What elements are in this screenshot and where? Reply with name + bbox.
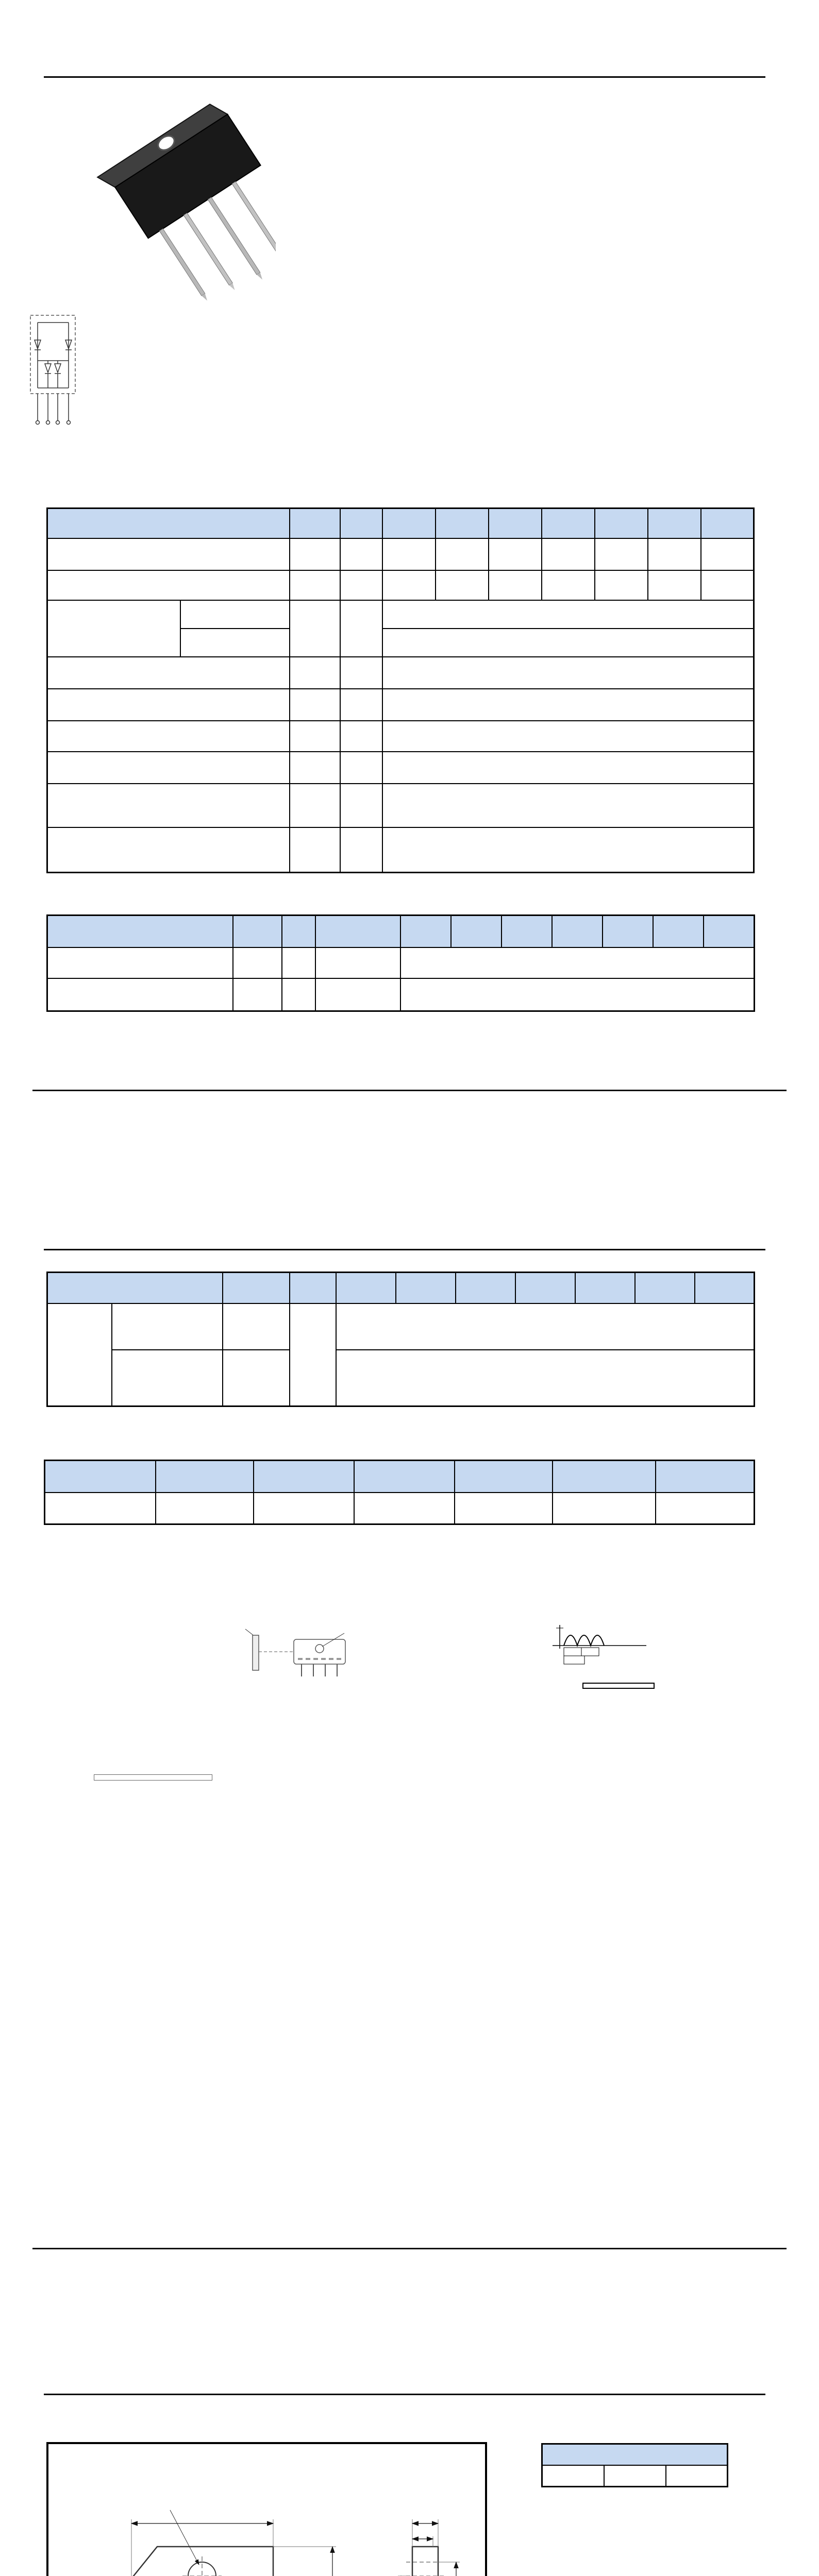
footer-rule-1	[32, 1090, 787, 1091]
fig4-chart	[423, 1849, 652, 2136]
feature-item	[388, 162, 392, 174]
header-rule-2	[44, 1249, 765, 1250]
mechanical-item	[388, 418, 392, 430]
fig3-chart	[66, 1902, 375, 2129]
product-photo	[96, 104, 276, 301]
ordering-table	[44, 1460, 755, 1525]
electrical-table	[46, 914, 755, 1012]
electrical-heading	[46, 894, 51, 910]
bridge-schematic	[30, 315, 76, 425]
outline-heading	[46, 2414, 51, 2430]
thermal-table	[46, 1272, 755, 1407]
characteristics-heading	[46, 1557, 51, 1573]
feature-item	[388, 144, 392, 156]
fig2-inset-halfsine	[542, 1613, 651, 1668]
outline-drawing	[46, 2442, 487, 2576]
mechanical-item	[388, 335, 392, 347]
rohs-badge	[680, 34, 768, 40]
fig2-annotation	[582, 1683, 655, 1689]
mechanical-item	[388, 386, 392, 398]
thermal-heading	[46, 1253, 51, 1269]
feature-item	[388, 179, 392, 191]
max-ratings-table	[46, 507, 755, 873]
feature-item	[388, 197, 392, 209]
fig1-inset-heatsink	[245, 1629, 346, 1676]
product-leads	[159, 181, 276, 301]
header-rule-1	[44, 76, 765, 78]
header-rule-3	[44, 2394, 765, 2395]
footer-rule-2	[32, 2248, 787, 2249]
fig1-annotation	[94, 1774, 212, 1781]
max-ratings-heading	[46, 484, 51, 500]
dimensions-table	[541, 2443, 729, 2487]
